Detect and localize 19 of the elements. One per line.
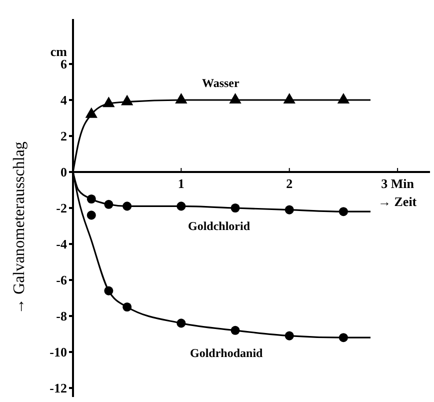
x-tick-label: 1 xyxy=(178,176,184,191)
y-tick-label: 0 xyxy=(60,164,67,180)
y-tick-label: 2 xyxy=(60,128,67,144)
y-tick-label: 6 xyxy=(60,56,68,72)
x-axis-title: → Zeit xyxy=(378,194,418,209)
series-label: Goldrhodanid xyxy=(190,346,264,360)
y-tick-label: -12 xyxy=(50,380,67,396)
y-tick-label: -2 xyxy=(56,200,67,216)
y-tick-label: -10 xyxy=(50,344,67,360)
y-tick-label: -6 xyxy=(56,272,68,288)
y-axis-title: → Galvanometerausschlag xyxy=(11,142,28,314)
y-tick-label: -4 xyxy=(56,236,68,252)
text: cm xyxy=(50,44,68,59)
x-tick-label: 2 xyxy=(286,176,293,191)
series-label: Wasser xyxy=(202,76,240,90)
y-tick-label: 4 xyxy=(60,92,68,108)
series-label: Goldchlorid xyxy=(188,219,250,233)
x-tick-label: 3 Min xyxy=(381,176,415,191)
y-tick-label: -8 xyxy=(56,308,68,324)
